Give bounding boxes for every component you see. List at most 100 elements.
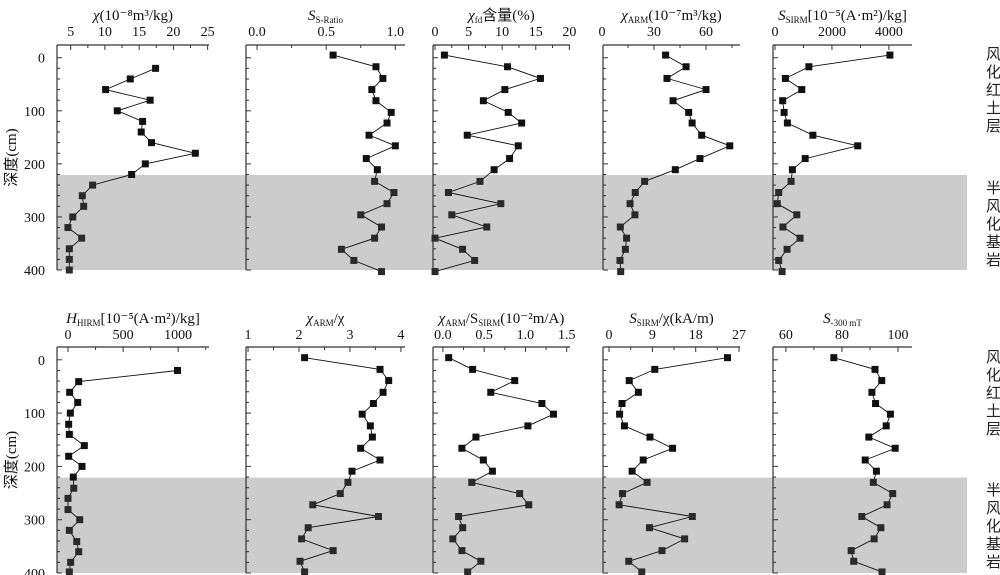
y-tick-label: 0	[38, 52, 45, 67]
data-point	[64, 494, 72, 502]
x-tick-label: 0.0	[434, 328, 452, 343]
data-point	[702, 86, 710, 94]
data-point	[625, 377, 633, 385]
data-point	[70, 484, 78, 492]
x-tick-label: 1.0	[517, 328, 535, 343]
data-point	[779, 97, 787, 105]
x-tick-label: 18	[689, 328, 703, 343]
data-point	[368, 86, 376, 94]
data-point	[141, 160, 149, 168]
data-point	[385, 377, 393, 385]
x-tick-label: 10	[98, 25, 112, 40]
data-point	[617, 268, 625, 276]
panel-title: χARM/χ	[305, 311, 345, 328]
y-tick-label: 400	[24, 567, 45, 575]
data-point	[538, 400, 546, 407]
y-tick-label: 300	[24, 211, 45, 226]
x-tick-label: 0.5	[317, 25, 335, 40]
panel-title-sub: SIRM	[786, 15, 808, 25]
data-point	[682, 63, 690, 71]
y-tick-label: 100	[24, 105, 45, 120]
data-point	[64, 224, 72, 232]
data-point	[536, 74, 544, 82]
data-point	[65, 430, 73, 438]
data-point	[889, 490, 897, 498]
data-point	[883, 501, 891, 509]
data-point	[371, 234, 379, 242]
data-point	[369, 400, 377, 407]
data-point	[616, 223, 624, 231]
data-point	[344, 478, 352, 486]
y-tick-label: 0	[38, 354, 45, 369]
panel-title-post: [10⁻⁵(A·m²)/kg]	[808, 8, 907, 24]
data-point	[476, 177, 484, 185]
panel-title-main: S	[308, 8, 316, 24]
data-point	[65, 568, 73, 575]
panel-title-post2: (10⁻²m/A)	[500, 311, 564, 327]
panel-title-sub: HIRM	[77, 318, 101, 328]
data-point	[336, 490, 344, 498]
data-point	[377, 223, 385, 231]
data-point	[128, 170, 136, 178]
y-tick-label: 100	[24, 407, 45, 422]
data-point	[80, 442, 88, 450]
data-point	[872, 400, 880, 407]
data-point	[487, 388, 495, 396]
data-point	[78, 234, 86, 242]
data-point	[865, 433, 873, 441]
data-point	[73, 538, 81, 546]
data-point	[113, 107, 121, 115]
panel-title-main: χ	[437, 311, 446, 327]
data-point	[445, 354, 453, 362]
x-tick-label: 1	[245, 328, 252, 343]
x-tick-label: 1.5	[558, 328, 576, 343]
data-point	[783, 245, 791, 253]
y-tick-label: 400	[24, 264, 45, 279]
panel-title-post: /χ(kA/m)	[659, 311, 714, 327]
data-point	[623, 234, 631, 242]
data-point	[66, 388, 74, 396]
data-point	[882, 422, 890, 430]
zone-label-bedrock-top: 半风化基岩	[984, 180, 1000, 270]
data-point	[301, 568, 309, 575]
shaded-zone-band	[57, 175, 967, 270]
data-point	[641, 177, 649, 185]
data-point	[798, 86, 806, 94]
x-tick-label: 1.0	[387, 25, 405, 40]
data-point	[787, 177, 795, 185]
data-point	[639, 456, 647, 464]
zone-label-bedrock-bottom: 半风化基岩	[984, 482, 1000, 572]
data-point	[854, 142, 862, 150]
data-point	[458, 547, 466, 555]
data-point	[501, 86, 509, 94]
panel-title: χARM/SSIRM(10⁻²m/A)	[437, 311, 565, 328]
data-point	[80, 202, 88, 210]
x-tick-label: 5	[465, 25, 472, 40]
data-point	[65, 420, 73, 428]
data-point	[685, 108, 693, 116]
data-point	[616, 256, 624, 264]
data-point	[488, 467, 496, 475]
data-point	[458, 444, 466, 452]
data-point	[464, 568, 472, 575]
x-tick-label: 0	[606, 328, 613, 343]
shaded-zone-band	[57, 477, 967, 573]
x-tick-label: 2	[296, 328, 303, 343]
data-point	[861, 456, 869, 464]
x-tick-label: 100	[887, 328, 908, 343]
x-tick-label: 5	[67, 25, 74, 40]
data-point	[69, 213, 77, 221]
x-tick-label: 60	[699, 25, 713, 40]
data-point	[75, 548, 83, 556]
data-point	[783, 119, 791, 127]
panel-title-sub: SIRM	[637, 318, 659, 328]
panel-title-sub: fd	[475, 15, 483, 25]
data-point	[631, 211, 639, 219]
panel-title-main: H	[65, 311, 78, 327]
data-point	[298, 535, 306, 543]
x-tick-label: 9	[649, 328, 656, 343]
data-point	[780, 108, 788, 116]
data-point	[376, 365, 384, 373]
data-point	[773, 200, 781, 208]
